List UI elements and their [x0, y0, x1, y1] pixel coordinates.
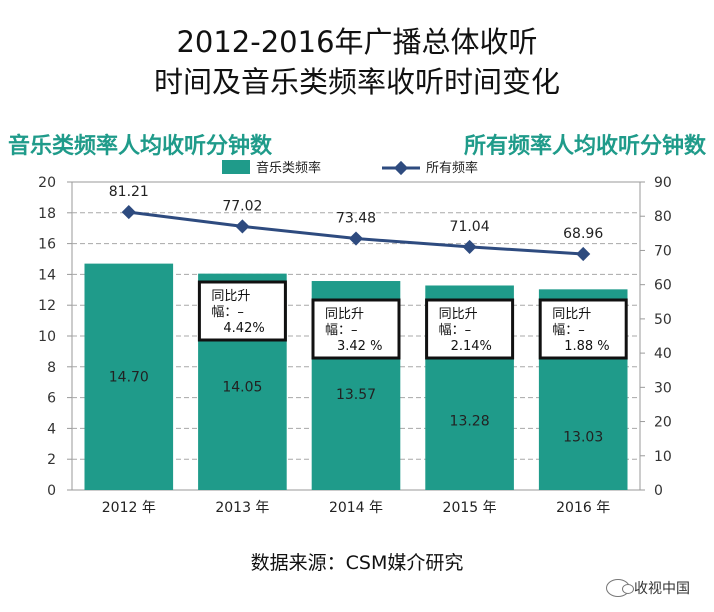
- annotation-line1: 同比升: [552, 307, 591, 322]
- line-point-5: [576, 246, 591, 262]
- left-axis-tick-label: 12: [38, 298, 56, 314]
- wechat-icon: [606, 579, 634, 597]
- bar-value-label: 13.28: [450, 413, 490, 429]
- legend-bar-label: 音乐类频率: [256, 160, 321, 176]
- left-axis-tick-label: 8: [47, 360, 56, 376]
- left-axis-tick-label: 6: [47, 391, 56, 407]
- bar-1: [84, 263, 174, 490]
- line-point-4: [462, 239, 477, 254]
- x-axis-category-label: 2014 年: [329, 500, 383, 516]
- annotation-line2: 幅：–: [439, 323, 472, 338]
- line-point-3: [348, 231, 364, 246]
- right-axis-tick-label: 20: [654, 415, 672, 431]
- right-axis-tick-label: 10: [654, 449, 672, 465]
- right-axis-tick-label: 30: [654, 380, 672, 396]
- annotation-line3: 3.42 %: [337, 339, 382, 354]
- annotation-line2: 幅：–: [211, 305, 244, 320]
- combo-chart: 024681012141618200102030405060708090同比升幅…: [38, 160, 672, 516]
- left-axis-tick-label: 14: [38, 267, 56, 283]
- left-axis-tick-label: 20: [38, 175, 56, 191]
- legend-line-marker: [393, 160, 409, 176]
- left-axis-tick-label: 4: [47, 421, 56, 437]
- annotation-box: [425, 298, 515, 360]
- left-axis-title: 音乐类频率人均收听分钟数: [8, 134, 273, 159]
- annotation-line3: 4.42%: [223, 321, 264, 336]
- left-axis-tick-label: 16: [38, 237, 56, 253]
- annotation-line2: 幅：–: [552, 323, 585, 338]
- right-axis-tick-label: 40: [654, 346, 672, 362]
- line-value-label: 81.21: [109, 184, 149, 200]
- right-axis-title: 所有频率人均收听分钟数: [463, 134, 706, 159]
- x-axis-category-label: 2012 年: [102, 500, 156, 516]
- x-axis-category-label: 2016 年: [556, 500, 610, 516]
- annotation-line2: 幅：–: [325, 323, 358, 338]
- annotation-line3: 1.88 %: [564, 339, 609, 354]
- right-axis-tick-label: 70: [654, 243, 672, 259]
- right-axis-tick-label: 80: [654, 209, 672, 225]
- left-axis-tick-label: 0: [47, 483, 56, 499]
- legend-bar-swatch: [222, 160, 250, 174]
- right-axis-tick-label: 0: [654, 483, 663, 499]
- left-axis-tick-label: 10: [38, 329, 56, 345]
- chart-title-line2: 时间及音乐类频率收听时间变化: [153, 65, 560, 99]
- line-value-label: 73.48: [336, 211, 376, 227]
- right-axis-tick-label: 50: [654, 312, 672, 328]
- annotation-line1: 同比升: [325, 307, 364, 322]
- line-point-2: [235, 219, 250, 234]
- bar-value-label: 13.03: [563, 429, 603, 445]
- annotation-line1: 同比升: [211, 289, 250, 304]
- bar-value-label: 13.57: [336, 387, 376, 403]
- annotation-line3: 2.14%: [451, 339, 492, 354]
- left-axis-tick-label: 18: [38, 206, 56, 222]
- watermark-text: 收视中国: [634, 581, 690, 597]
- left-axis-tick-label: 2: [47, 452, 56, 468]
- line-point-1: [121, 205, 136, 220]
- annotation-box: [197, 280, 287, 342]
- right-axis-tick-label: 90: [654, 175, 672, 191]
- legend-line-label: 所有频率: [426, 160, 478, 176]
- line-value-label: 68.96: [563, 226, 603, 242]
- right-axis-tick-label: 60: [654, 278, 672, 294]
- line-value-label: 77.02: [222, 198, 262, 214]
- x-axis-category-label: 2015 年: [443, 500, 497, 516]
- annotation-line1: 同比升: [439, 307, 478, 322]
- watermark-logo: 收视中国: [606, 578, 690, 598]
- bar-value-label: 14.05: [222, 380, 262, 396]
- bar-value-label: 14.70: [109, 370, 149, 386]
- annotation-box: [311, 298, 401, 360]
- line-value-label: 71.04: [450, 219, 490, 235]
- x-axis-category-label: 2013 年: [215, 500, 269, 516]
- chart-title-line1: 2012-2016年广播总体收听: [176, 25, 538, 59]
- data-source: 数据来源：CSM媒介研究: [250, 552, 464, 574]
- annotation-box: [538, 298, 628, 360]
